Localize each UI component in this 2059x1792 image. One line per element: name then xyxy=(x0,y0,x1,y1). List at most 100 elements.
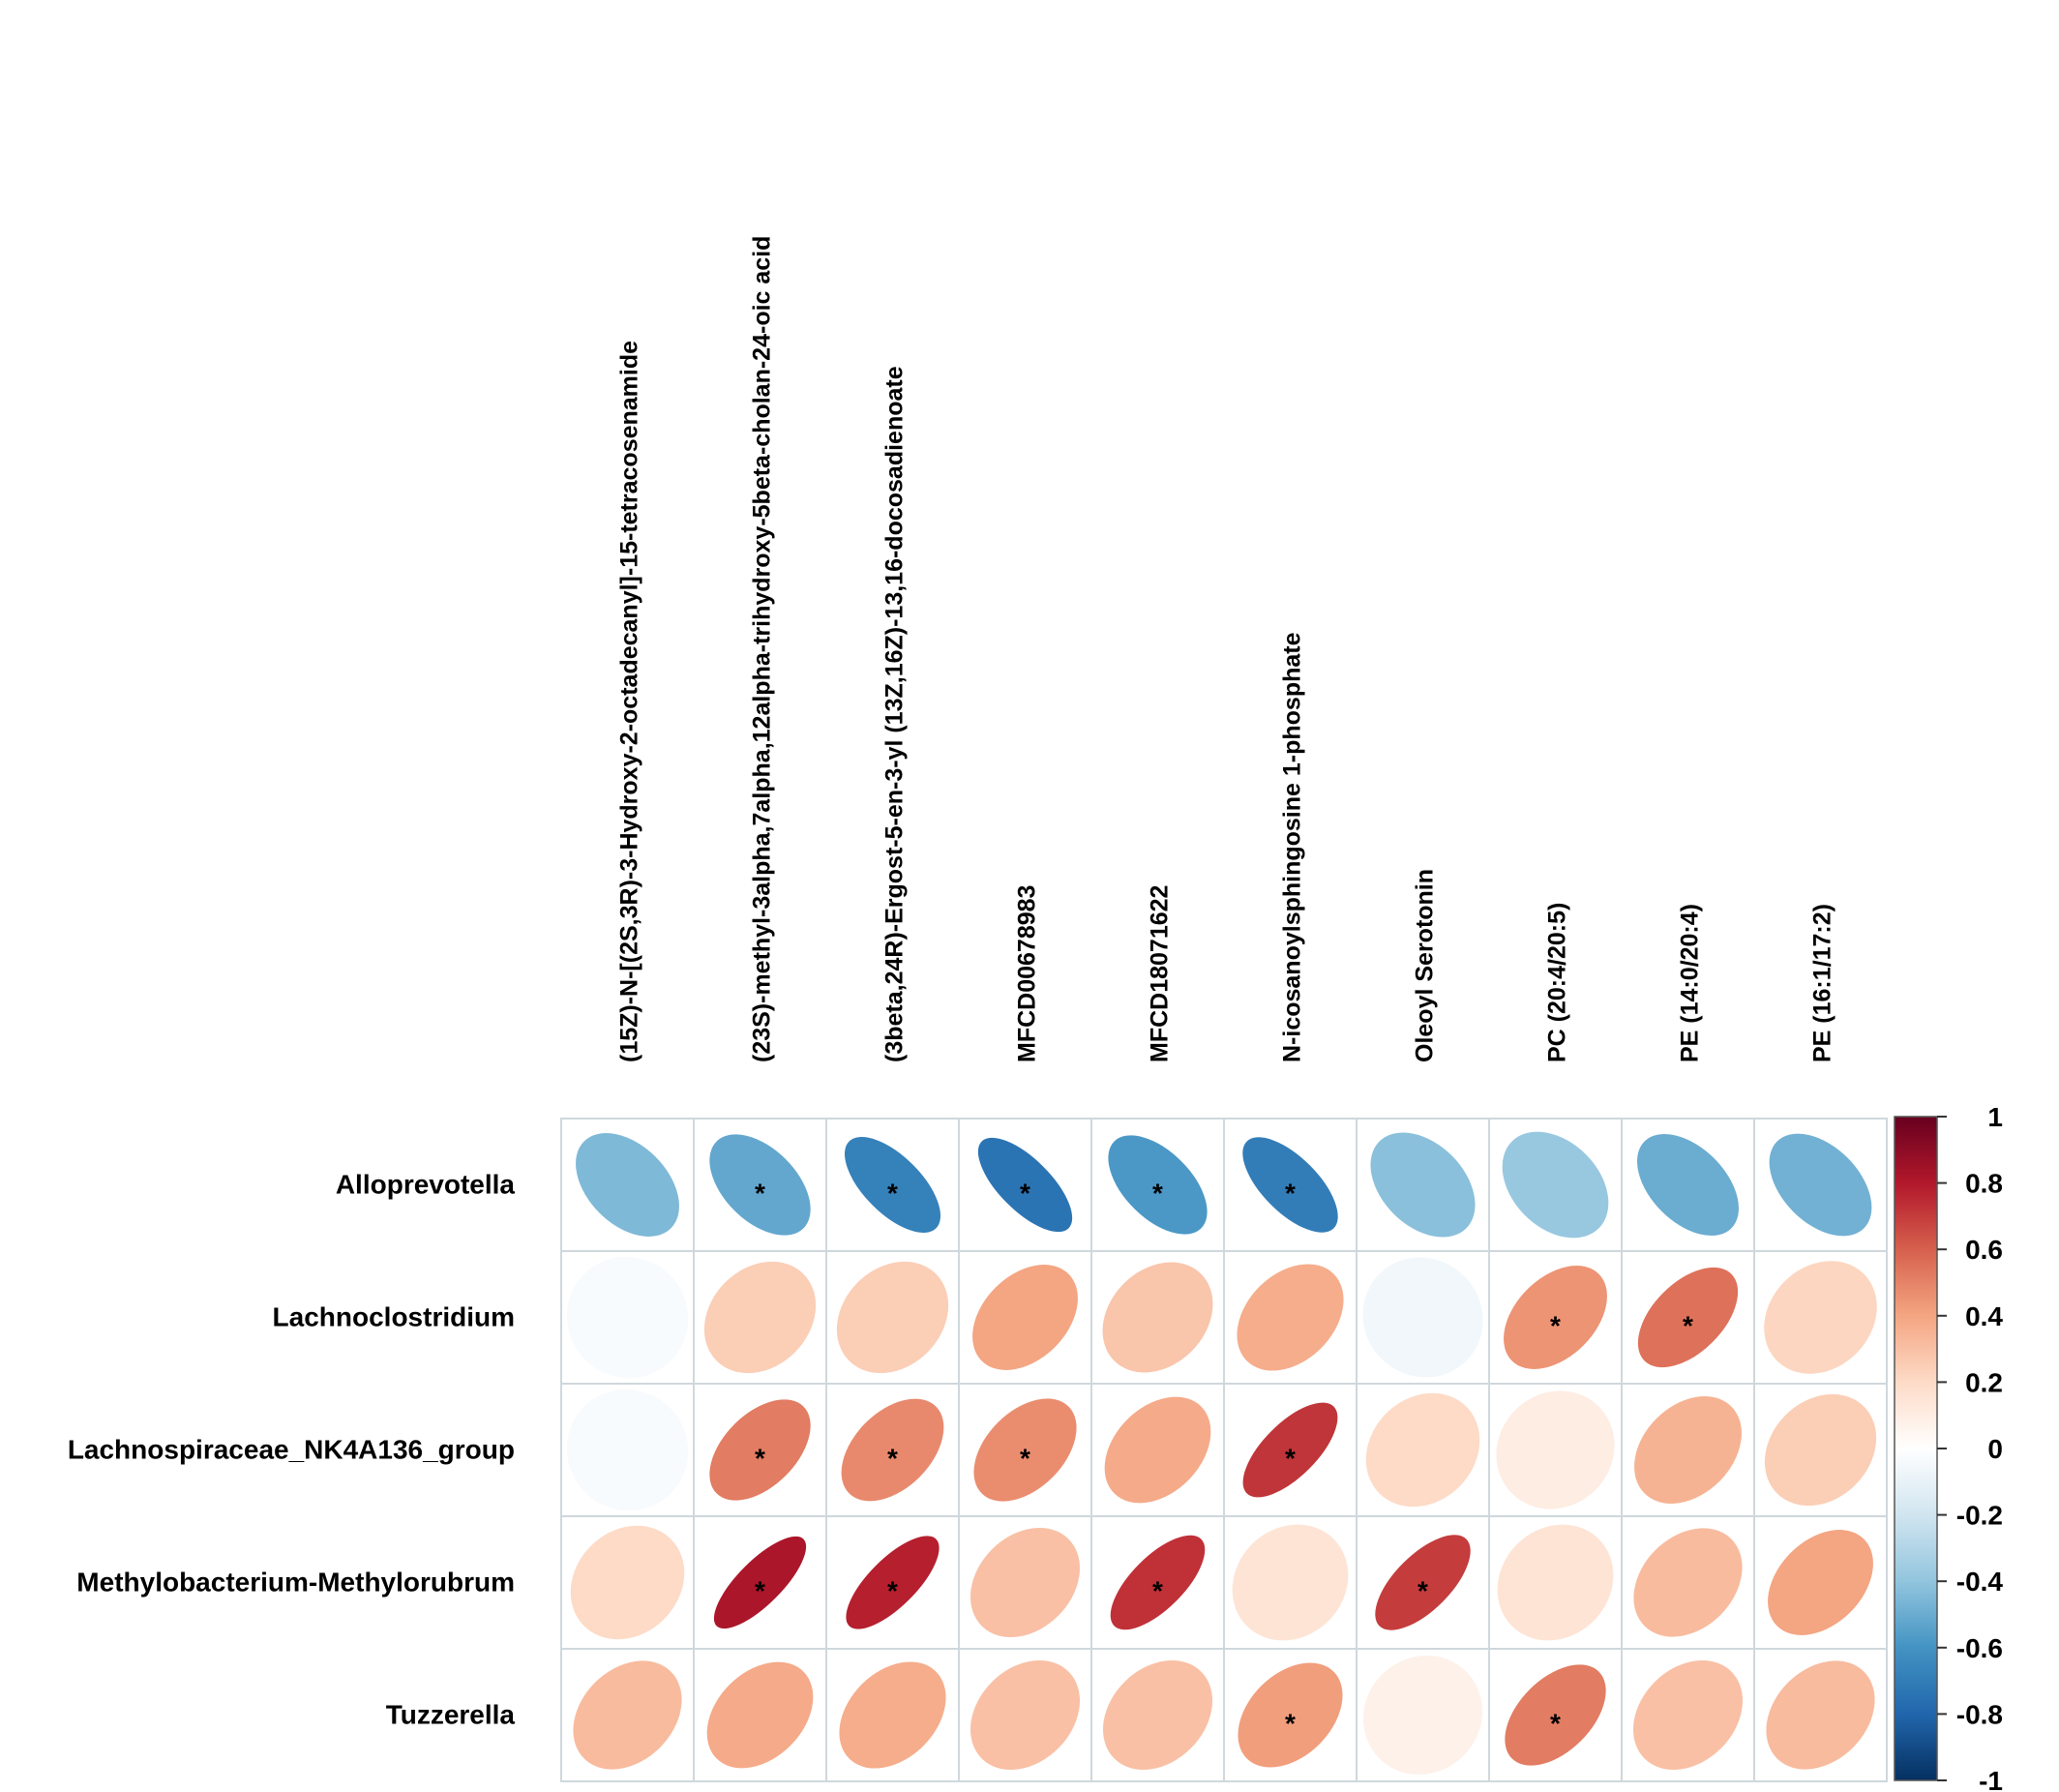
correlation-ellipse-r2-c9 xyxy=(1763,1392,1878,1508)
column-label: PC (20:4/20:5) xyxy=(1544,903,1571,1062)
correlation-ellipse-r0-c6 xyxy=(1369,1131,1477,1239)
correlation-ellipse-r4-c6 xyxy=(1361,1654,1484,1777)
column-label: N-icosanoylsphingosine 1-phosphate xyxy=(1279,632,1306,1062)
correlation-ellipse-r3-c1 xyxy=(712,1535,808,1630)
correlation-ellipse-r3-c0 xyxy=(569,1524,686,1641)
colorbar-tick-label: 0.6 xyxy=(1965,1235,2003,1265)
column-label: Oleoyl Serotonin xyxy=(1412,869,1439,1062)
significance-star: * xyxy=(1152,1179,1163,1209)
correlation-ellipse-r0-c0 xyxy=(575,1132,680,1238)
row-label: Alloprevotella xyxy=(336,1170,516,1200)
correlation-ellipse-r4-c7 xyxy=(1504,1663,1607,1767)
correlation-ellipse-r1-c5 xyxy=(1236,1263,1345,1372)
correlation-ellipse-r1-c7 xyxy=(1503,1265,1608,1370)
correlation-ellipse-r2-c4 xyxy=(1103,1395,1212,1505)
colorbar-tick-label: -0.8 xyxy=(1956,1699,2003,1729)
correlation-ellipse-r0-c4 xyxy=(1107,1134,1209,1236)
significance-star: * xyxy=(1417,1576,1428,1606)
correlation-ellipse-r0-c5 xyxy=(1241,1136,1339,1234)
correlation-ellipse-r2-c5 xyxy=(1241,1401,1339,1499)
significance-star: * xyxy=(1550,1311,1561,1341)
column-labels: (15Z)-N-[(2S,3R)-3-Hydroxy-2-octadecanyl… xyxy=(616,236,1836,1062)
colorbar-tick-label: -0.4 xyxy=(1956,1567,2004,1597)
column-label: (15Z)-N-[(2S,3R)-3-Hydroxy-2-octadecanyl… xyxy=(616,341,643,1062)
correlation-ellipse-r2-c7 xyxy=(1495,1389,1616,1510)
row-label: Lachnoclostridium xyxy=(273,1302,515,1332)
correlation-ellipse-r4-c3 xyxy=(969,1658,1082,1772)
significance-star: * xyxy=(1020,1444,1030,1474)
correlation-ellipse-r1-c8 xyxy=(1636,1266,1740,1369)
correlation-ellipse-r3-c2 xyxy=(845,1535,940,1630)
correlation-ellipse-r0-c9 xyxy=(1768,1132,1873,1238)
correlation-ellipse-r0-c3 xyxy=(976,1136,1074,1234)
significance-star: * xyxy=(1285,1709,1296,1739)
correlation-ellipse-r3-c5 xyxy=(1231,1523,1350,1642)
colorbar-tick-label: 0.2 xyxy=(1965,1367,2003,1397)
correlation-ellipse-r3-c6 xyxy=(1374,1534,1472,1631)
correlation-ellipse-r2-c0 xyxy=(565,1388,690,1512)
correlation-ellipse-r4-c1 xyxy=(705,1660,815,1770)
correlation-ellipses xyxy=(565,1130,1878,1777)
row-label: Methylobacterium-Methylorubrum xyxy=(76,1568,515,1598)
significance-star: * xyxy=(755,1576,765,1606)
correlation-ellipse-r4-c9 xyxy=(1765,1659,1876,1771)
row-labels: Alloprevotella Lachnoclostridium Lachnospi… xyxy=(68,1170,516,1730)
correlation-ellipse-r1-c2 xyxy=(835,1260,950,1375)
colorbar-tick-label: -0.2 xyxy=(1956,1501,2003,1531)
significance-star: * xyxy=(1152,1576,1163,1606)
correlation-ellipse-r3-c9 xyxy=(1767,1529,1874,1636)
row-label: Tuzzerella xyxy=(386,1700,516,1730)
correlation-ellipse-r2-c1 xyxy=(708,1398,812,1502)
correlation-ellipse-r1-c4 xyxy=(1101,1261,1214,1374)
significance-star: * xyxy=(1285,1179,1296,1209)
significance-star: * xyxy=(1683,1311,1693,1341)
column-label: PE (16:1/17:2) xyxy=(1809,904,1836,1062)
correlation-ellipse-r1-c1 xyxy=(702,1260,818,1375)
correlation-ellipse-r1-c6 xyxy=(1361,1256,1484,1379)
correlation-ellipse-r0-c1 xyxy=(708,1133,812,1237)
correlation-ellipse-r2-c8 xyxy=(1633,1395,1743,1505)
colorbar-tick-label: -0.6 xyxy=(1956,1633,2003,1663)
correlation-ellipse-r1-c9 xyxy=(1763,1260,1878,1375)
colorbar-tick-label: 0.4 xyxy=(1965,1301,2003,1331)
significance-star: * xyxy=(887,1576,898,1606)
colorbar-tick-label: 1 xyxy=(1987,1102,2003,1132)
correlation-ellipse-r4-c4 xyxy=(1101,1658,1214,1772)
column-label: PE (14:0/20:4) xyxy=(1677,904,1704,1062)
colorbar-gradient xyxy=(1894,1116,1938,1781)
cell-grid xyxy=(560,1118,1888,1782)
correlation-ellipse-r4-c5 xyxy=(1237,1661,1344,1769)
significance-star: * xyxy=(1550,1709,1561,1739)
column-label: (23S)-methyl-3alpha,7alpha,12alpha-trihy… xyxy=(749,236,776,1062)
correlation-ellipse-r2-c3 xyxy=(972,1397,1078,1503)
row-label: Lachnospiraceae_NK4A136_group xyxy=(68,1435,515,1465)
colorbar-tick-label: -1 xyxy=(1979,1766,2003,1792)
correlation-ellipse-r0-c7 xyxy=(1501,1130,1610,1239)
correlation-ellipse-r3-c4 xyxy=(1109,1534,1207,1631)
colorbar: 1 0.8 0.6 0.4 0.2 0 -0.2 -0.4 -0.6 -0.8 -1 xyxy=(1894,1102,2004,1792)
colorbar-tick-label: 0 xyxy=(1987,1434,2003,1464)
correlation-ellipse-r0-c8 xyxy=(1635,1132,1741,1238)
correlation-ellipse-r3-c3 xyxy=(969,1526,1082,1639)
correlation-ellipse-r4-c2 xyxy=(838,1660,947,1770)
significance-star: * xyxy=(755,1179,765,1209)
significance-star: * xyxy=(887,1179,898,1209)
significance-star: * xyxy=(887,1444,898,1474)
column-label: MFCD18071622 xyxy=(1147,885,1174,1062)
correlation-ellipse-r3-c8 xyxy=(1632,1527,1744,1638)
colorbar-tick-label: 0.8 xyxy=(1965,1169,2003,1199)
significance-star: * xyxy=(1285,1444,1296,1474)
correlation-ellipse-r0-c2 xyxy=(844,1136,941,1234)
correlation-ellipse-r2-c2 xyxy=(840,1397,945,1503)
significance-star: * xyxy=(1020,1179,1030,1209)
significance-markers: * * * * * * * * * * * * * * * * * xyxy=(755,1179,1693,1739)
correlation-ellipse-r2-c6 xyxy=(1364,1391,1481,1508)
column-label: MFCD00678983 xyxy=(1014,885,1041,1062)
significance-star: * xyxy=(755,1444,765,1474)
column-label: (3beta,24R)-Ergost-5-en-3-yl (13Z,16Z)-1… xyxy=(881,366,909,1062)
correlation-ellipse-r1-c0 xyxy=(565,1255,690,1380)
correlation-ellipse-r4-c8 xyxy=(1631,1658,1745,1772)
correlation-ellipse-r1-c3 xyxy=(971,1264,1079,1371)
correlation-ellipse-r3-c7 xyxy=(1496,1523,1615,1642)
